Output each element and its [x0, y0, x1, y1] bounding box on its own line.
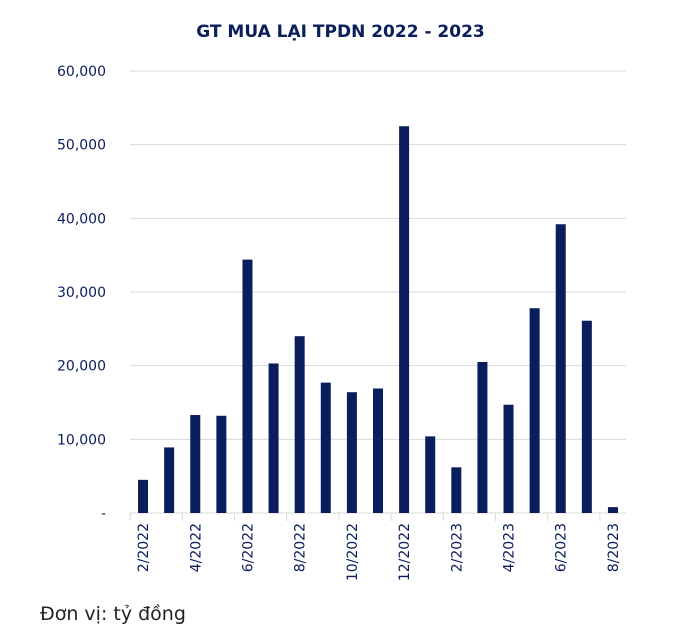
bar: [164, 447, 175, 513]
x-tick-label: 10/2022: [345, 523, 361, 581]
x-tick-label: 4/2023: [502, 523, 518, 572]
bar: [294, 336, 305, 513]
y-tick-label: 10,000: [57, 432, 106, 448]
x-tick-label: 8/2023: [606, 523, 622, 572]
x-tick-label: 8/2022: [293, 523, 309, 572]
bar: [138, 479, 149, 513]
bar: [555, 224, 566, 513]
bar: [346, 392, 357, 513]
y-tick-label: 30,000: [57, 285, 106, 301]
bar: [242, 259, 253, 513]
y-tick-label: -: [101, 506, 106, 522]
bar: [529, 308, 540, 513]
bar: [399, 126, 410, 513]
y-tick-label: 20,000: [57, 359, 106, 375]
x-tick-label: 12/2022: [397, 523, 413, 581]
bar: [425, 436, 436, 513]
chart-title: GT MUA LẠI TPDN 2022 - 2023: [196, 22, 485, 42]
bar: [373, 388, 383, 513]
bar: [268, 363, 279, 513]
x-tick-label: 2/2022: [136, 523, 152, 572]
bar: [190, 415, 201, 513]
unit-note: Đơn vị: tỷ đồng: [40, 603, 186, 625]
bar: [216, 415, 227, 513]
bar: [320, 382, 331, 513]
bar: [503, 404, 514, 513]
y-tick-label: 60,000: [57, 64, 106, 80]
x-tick-label: 2/2023: [449, 523, 465, 572]
bar: [607, 507, 618, 513]
bar: [477, 361, 488, 513]
x-tick-label: 4/2022: [188, 523, 204, 572]
bar: [451, 467, 462, 513]
x-tick-label: 6/2022: [240, 523, 256, 572]
bar: [581, 320, 592, 513]
y-tick-label: 50,000: [57, 138, 106, 154]
y-tick-label: 40,000: [57, 211, 106, 227]
x-tick-label: 6/2023: [554, 523, 570, 572]
